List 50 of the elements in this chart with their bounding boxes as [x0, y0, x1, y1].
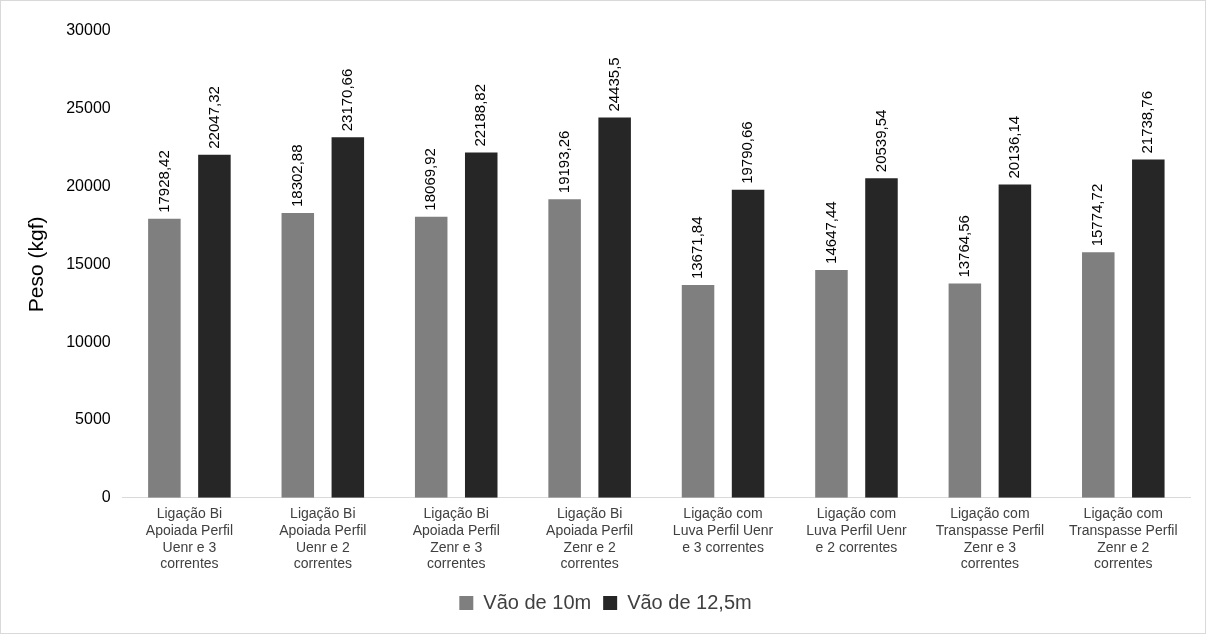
- y-axis-title: Peso (kgf): [24, 216, 48, 313]
- x-tick-label: Ligação com Transpasse Perfil Zenr e 2 correntes: [1069, 505, 1178, 572]
- x-tick-label: Ligação Bi Apoiada Perfil Zenr e 2 correntes: [546, 505, 634, 572]
- data-label: 23170,66: [337, 68, 355, 132]
- bar: [731, 189, 765, 498]
- x-tick-label: Ligação Bi Apoiada Perfil Zenr e 3 correntes: [412, 505, 500, 572]
- bar: [331, 137, 365, 498]
- legend-label: Vão de 10m: [483, 590, 592, 613]
- bar: [548, 199, 581, 498]
- data-label: 17928,42: [154, 150, 172, 213]
- data-label: 13671,84: [688, 216, 706, 280]
- bar: [414, 216, 448, 498]
- bar: [948, 283, 982, 498]
- x-tick-label: Ligação com Luva Perfil Uenr e 2 correntes: [806, 505, 907, 555]
- bar: [1132, 159, 1165, 498]
- x-tick-label: Ligação Bi Apoiada Perfil Uenr e 2 correntes: [279, 505, 367, 572]
- y-tick-label: 30000: [66, 21, 111, 39]
- bar: [148, 218, 181, 498]
- y-tick-label: 15000: [66, 254, 111, 272]
- data-label: 20539,54: [871, 109, 889, 173]
- bar: [198, 154, 231, 498]
- data-label: 19193,26: [554, 130, 572, 194]
- data-label: 19790,66: [738, 121, 756, 184]
- x-tick-label: Ligação com Luva Perfil Uenr e 3 correntes: [672, 505, 774, 555]
- legend-label: Vão de 12,5m: [627, 590, 752, 613]
- bar: [815, 269, 848, 498]
- y-tick-label: 20000: [66, 177, 111, 195]
- bar: [464, 152, 498, 498]
- data-label: 15774,72: [1088, 183, 1106, 247]
- data-label: 22188,82: [471, 83, 489, 147]
- y-tick-label: 25000: [66, 99, 111, 117]
- data-label: 18069,92: [421, 148, 439, 211]
- data-label: 13764,56: [955, 215, 973, 278]
- data-label: 21738,76: [1138, 90, 1156, 154]
- x-tick-label: Ligação Bi Apoiada Perfil Uenr e 3 correntes: [145, 505, 233, 572]
- data-label: 18302,88: [287, 144, 305, 208]
- bar: [865, 178, 898, 498]
- bar: [681, 285, 715, 498]
- data-label: 22047,32: [204, 86, 222, 149]
- bar: [998, 184, 1032, 498]
- data-label: 14647,44: [821, 201, 839, 264]
- bar: [598, 117, 631, 498]
- y-tick-label: 0: [101, 488, 111, 506]
- data-label: 24435,5: [604, 57, 622, 112]
- y-tick-label: 5000: [75, 410, 111, 428]
- y-tick-label: 10000: [66, 332, 111, 350]
- x-tick-label: Ligação com Transpasse Perfil Zenr e 3 correntes: [935, 505, 1045, 572]
- data-label: 20136,14: [1005, 115, 1023, 179]
- bar: [1082, 252, 1115, 498]
- bar: [281, 213, 315, 498]
